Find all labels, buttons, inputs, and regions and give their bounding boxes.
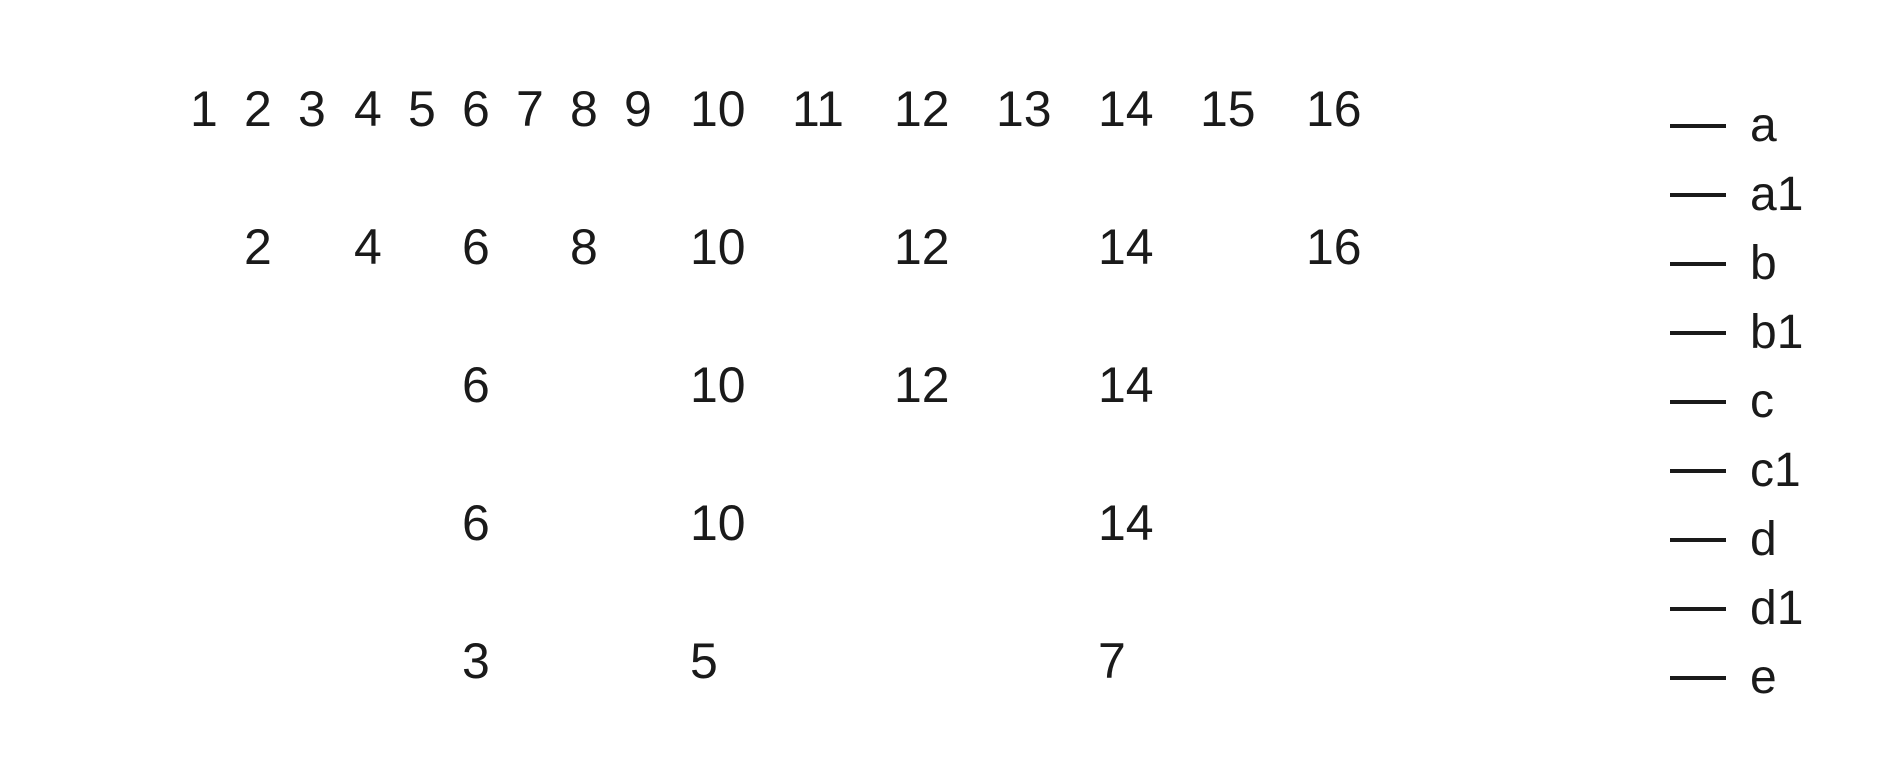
row-label: b1 <box>1670 305 1803 360</box>
row-label-text: e <box>1750 650 1777 705</box>
row-label: b <box>1670 236 1777 291</box>
grid-cell: 12 <box>894 218 950 276</box>
dash-icon <box>1670 676 1726 680</box>
row-label: c1 <box>1670 443 1801 498</box>
grid-cell: 10 <box>690 80 746 138</box>
dash-icon <box>1670 193 1726 197</box>
row-label: a <box>1670 98 1777 153</box>
grid-cell: 12 <box>894 80 950 138</box>
grid-cell: 14 <box>1098 356 1154 414</box>
grid-cell: 8 <box>570 218 598 276</box>
row-label: a1 <box>1670 167 1803 222</box>
grid-cell: 14 <box>1098 218 1154 276</box>
grid-cell: 7 <box>516 80 544 138</box>
grid-cell: 6 <box>462 494 490 552</box>
grid-cell: 3 <box>462 632 490 690</box>
row-label: d1 <box>1670 581 1803 636</box>
dash-icon <box>1670 124 1726 128</box>
row-label-text: c <box>1750 374 1774 429</box>
dash-icon <box>1670 400 1726 404</box>
grid-cell: 14 <box>1098 80 1154 138</box>
grid-cell: 4 <box>354 80 382 138</box>
grid-cell: 1 <box>190 80 218 138</box>
row-label-text: c1 <box>1750 443 1801 498</box>
grid-cell: 10 <box>690 218 746 276</box>
dash-icon <box>1670 262 1726 266</box>
grid-cell: 10 <box>690 494 746 552</box>
grid-cell: 10 <box>690 356 746 414</box>
grid-cell: 15 <box>1200 80 1256 138</box>
grid-cell: 11 <box>792 80 844 138</box>
grid-cell: 6 <box>462 218 490 276</box>
grid-cell: 7 <box>1098 632 1126 690</box>
row-label: e <box>1670 650 1777 705</box>
grid-cell: 2 <box>244 218 272 276</box>
dash-icon <box>1670 469 1726 473</box>
grid-cell: 4 <box>354 218 382 276</box>
dash-icon <box>1670 607 1726 611</box>
grid-cell: 5 <box>408 80 436 138</box>
grid-cell: 16 <box>1306 80 1362 138</box>
grid-cell: 13 <box>996 80 1052 138</box>
row-label-text: a <box>1750 98 1777 153</box>
grid-cell: 6 <box>462 80 490 138</box>
row-label: d <box>1670 512 1777 567</box>
grid-cell: 5 <box>690 632 718 690</box>
grid-cell: 3 <box>298 80 326 138</box>
row-label-text: b <box>1750 236 1777 291</box>
row-label-text: d <box>1750 512 1777 567</box>
grid-cell: 16 <box>1306 218 1362 276</box>
dash-icon <box>1670 538 1726 542</box>
grid-cell: 12 <box>894 356 950 414</box>
grid-cell: 2 <box>244 80 272 138</box>
grid-cell: 6 <box>462 356 490 414</box>
row-label-text: b1 <box>1750 305 1803 360</box>
grid-cell: 8 <box>570 80 598 138</box>
row-label: c <box>1670 374 1774 429</box>
row-label-text: d1 <box>1750 581 1803 636</box>
dash-icon <box>1670 331 1726 335</box>
grid-cell: 14 <box>1098 494 1154 552</box>
row-label-text: a1 <box>1750 167 1803 222</box>
grid-cell: 9 <box>624 80 652 138</box>
